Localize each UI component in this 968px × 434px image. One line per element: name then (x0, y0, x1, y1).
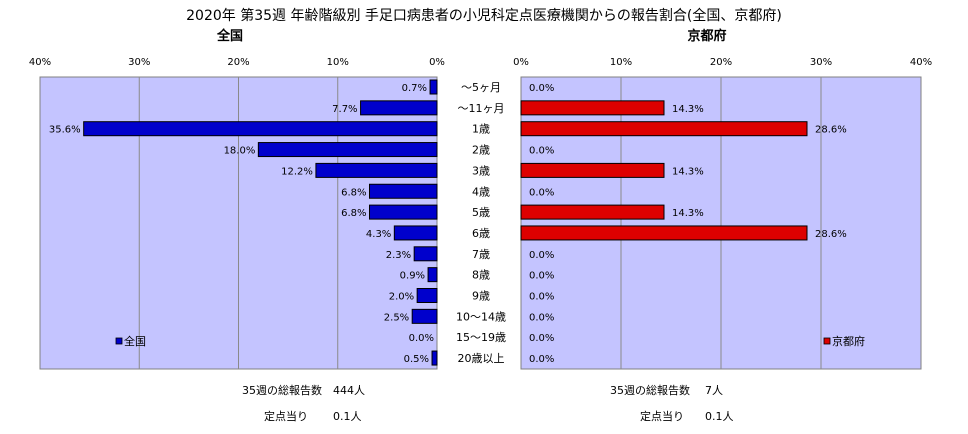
national-bar (393, 225, 438, 241)
kyoto-data-label: 0.0% (529, 333, 554, 344)
national-legend-swatch (115, 337, 123, 345)
category-label: 10～14歳 (456, 310, 506, 323)
category-label: 15～19歳 (456, 331, 506, 344)
national-data-label: 0.7% (402, 83, 427, 94)
national-data-label: 6.8% (341, 187, 366, 198)
national-bar (369, 183, 438, 199)
kyoto-bar (520, 204, 665, 220)
kyoto-data-label: 0.0% (529, 271, 554, 282)
kyoto-panel-title: 京都府 (687, 28, 726, 44)
national-bar (315, 162, 438, 178)
category-label: 3歳 (472, 164, 490, 177)
kyoto-data-label: 14.3% (672, 104, 704, 115)
kyoto-legend-swatch (823, 337, 831, 345)
kyoto-data-label: 0.0% (529, 292, 554, 303)
kyoto-data-label: 14.3% (672, 208, 704, 219)
national-data-label: 18.0% (224, 146, 256, 157)
national-bar (429, 79, 438, 95)
chart-title: 2020年 第35週 年齢階級別 手足口病患者の小児科定点医療機関からの報告割合… (186, 7, 782, 24)
kyoto-tick-label: 0% (513, 57, 529, 68)
category-label: ～11ヶ月 (458, 102, 505, 115)
kyoto-bar (520, 100, 665, 116)
kyoto-tick-label: 10% (610, 57, 632, 68)
national-legend-label: 全国 (124, 334, 146, 348)
national-tick-label: 0% (429, 57, 445, 68)
national-bar (416, 288, 438, 303)
axis-tick-labels: 40% 30% 20% 10% 0% 0% 10% 20% 30% 40% (29, 57, 932, 68)
kyoto-tick-label: 40% (910, 57, 932, 68)
kyoto-legend-label: 京都府 (832, 334, 865, 348)
national-data-label: 0.5% (404, 354, 429, 365)
kyoto-data-label: 0.0% (529, 250, 554, 261)
national-data-label: 2.3% (386, 250, 411, 261)
national-bar (431, 350, 438, 366)
national-data-label: 0.9% (400, 271, 425, 282)
national-data-label: 7.7% (332, 104, 357, 115)
kyoto-data-label: 28.6% (815, 229, 847, 240)
category-label: 1歳 (472, 123, 490, 136)
national-bar (427, 267, 438, 283)
national-total-value: 444人 (333, 384, 365, 397)
national-total-label: 35週の総報告数 (242, 383, 322, 397)
kyoto-data-label: 0.0% (529, 187, 554, 198)
national-per-label: 定点当り (264, 409, 308, 423)
category-label: 2歳 (472, 144, 490, 157)
national-data-label: 6.8% (341, 208, 366, 219)
kyoto-total-label: 35週の総報告数 (610, 383, 690, 397)
national-bar (413, 246, 438, 262)
category-label: 8歳 (472, 269, 490, 282)
national-tick-label: 10% (327, 57, 349, 68)
bars: 0.7% 0.0% 7.7% 14.3% 35.6% 28.6% 18.0% 0.0% 12.2… (49, 79, 847, 366)
kyoto-data-label: 0.0% (529, 83, 554, 94)
national-data-label: 12.2% (281, 166, 313, 177)
kyoto-bar (520, 225, 808, 241)
kyoto-data-label: 0.0% (529, 146, 554, 157)
national-data-label: 35.6% (49, 125, 81, 136)
national-data-label: 4.3% (366, 229, 391, 240)
national-tick-label: 40% (29, 57, 51, 68)
kyoto-tick-label: 30% (810, 57, 832, 68)
national-bar (411, 308, 438, 324)
national-data-label: 2.5% (384, 312, 409, 323)
national-panel-title: 全国 (216, 28, 243, 44)
kyoto-per-label: 定点当り (640, 409, 684, 423)
category-label: 7歳 (472, 248, 490, 261)
kyoto-bar (520, 121, 808, 137)
category-label: 9歳 (472, 290, 490, 303)
kyoto-bar (520, 162, 665, 178)
kyoto-per-value: 0.1人 (705, 410, 734, 423)
kyoto-data-label: 0.0% (529, 354, 554, 365)
national-per-value: 0.1人 (333, 410, 362, 423)
national-data-label: 2.0% (389, 292, 414, 303)
kyoto-data-label: 28.6% (815, 125, 847, 136)
national-data-label: 0.0% (409, 333, 434, 344)
kyoto-tick-label: 20% (710, 57, 732, 68)
national-bar (360, 100, 438, 116)
national-tick-label: 20% (227, 57, 249, 68)
category-label: ～5ヶ月 (461, 81, 501, 94)
national-bar (369, 204, 438, 220)
category-label: 6歳 (472, 227, 490, 240)
category-label: 5歳 (472, 206, 490, 219)
kyoto-data-label: 14.3% (672, 166, 704, 177)
national-tick-label: 30% (128, 57, 150, 68)
national-bar (257, 142, 438, 158)
national-bar (83, 121, 438, 137)
kyoto-total-value: 7人 (705, 384, 723, 397)
category-label: 4歳 (472, 185, 490, 198)
category-labels: ～5ヶ月 ～11ヶ月 1歳 2歳 3歳 4歳 5歳 6歳 7歳 8歳 9歳 10～14歳 15～19歳 2… (456, 81, 506, 365)
category-label: 20歳以上 (458, 352, 505, 365)
kyoto-data-label: 0.0% (529, 312, 554, 323)
